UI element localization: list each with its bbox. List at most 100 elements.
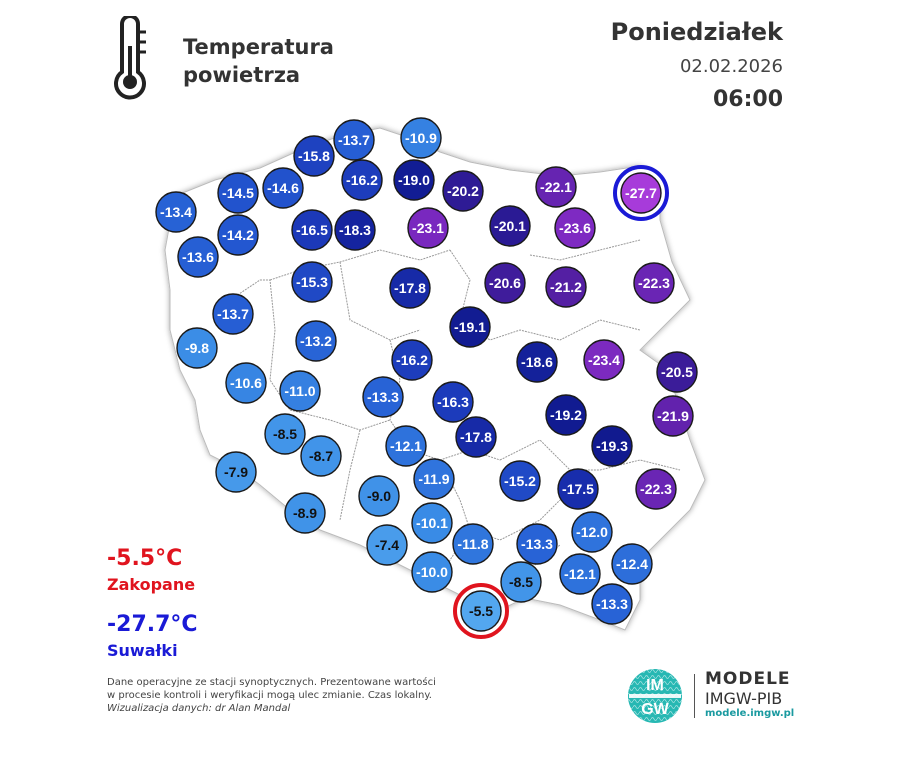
station-marker: -23.1: [407, 207, 449, 249]
station-circle: [611, 543, 653, 585]
station-value: -10.1: [416, 515, 448, 531]
station-circle: [217, 214, 259, 256]
station-circle: [291, 261, 333, 303]
station-circle: [155, 191, 197, 233]
station-circle: [559, 553, 601, 595]
station-marker: -20.6: [484, 262, 526, 304]
station-circle: [554, 207, 596, 249]
station-circle: [535, 166, 577, 208]
station-circle: [583, 339, 625, 381]
station-value: -14.5: [222, 185, 254, 201]
station-circle: [358, 475, 400, 517]
station-marker: -13.3: [591, 583, 633, 625]
station-value: -10.9: [405, 130, 437, 146]
station-circle: [516, 523, 558, 565]
station-value: -20.2: [447, 183, 479, 199]
station-marker: -16.2: [391, 339, 433, 381]
station-marker: -10.0: [411, 551, 453, 593]
station-circle: [293, 135, 335, 177]
station-value: -13.2: [300, 333, 332, 349]
station-marker: -20.2: [442, 170, 484, 212]
station-circle: [591, 583, 633, 625]
station-circle: [484, 262, 526, 304]
footer-line-2: w procesie kontroli i weryfikacji mogą u…: [107, 690, 432, 701]
station-circle: [212, 293, 254, 335]
station-marker: -15.2: [499, 460, 541, 502]
station-value: -27.7: [625, 185, 657, 201]
station-marker: -7.4: [366, 524, 408, 566]
station-value: -23.6: [559, 220, 591, 236]
station-circle: [334, 209, 376, 251]
station-value: -20.5: [661, 364, 693, 380]
station-value: -11.0: [284, 383, 315, 399]
station-value: -11.8: [457, 536, 488, 552]
station-value: -18.3: [339, 222, 371, 238]
station-marker: -12.1: [559, 553, 601, 595]
station-marker: -13.4: [155, 191, 197, 233]
station-marker: -13.7: [333, 119, 375, 161]
station-marker: -11.0: [279, 370, 321, 412]
footer-note: Dane operacyjne ze stacji synoptycznych.…: [107, 676, 527, 715]
station-marker: -22.3: [633, 262, 675, 304]
max-temperature-block: -5.5°C Zakopane: [107, 546, 195, 594]
station-marker: -20.5: [656, 351, 698, 393]
station-value: -12.1: [564, 566, 596, 582]
station-circle: [620, 172, 662, 214]
station-circle: [449, 306, 491, 348]
station-marker: -13.3: [362, 376, 404, 418]
station-value: -10.0: [416, 564, 448, 580]
station-marker: -19.0: [393, 159, 435, 201]
station-marker: -15.8: [293, 135, 335, 177]
station-circle: [284, 492, 326, 534]
logo-text: MODELE IMGW-PIB modele.imgw.pl: [705, 669, 794, 719]
logo-name: MODELE: [705, 669, 791, 689]
station-circle: [391, 339, 433, 381]
station-circle: [413, 458, 455, 500]
station-value: -11.9: [418, 471, 449, 487]
station-value: -20.1: [494, 218, 526, 234]
station-value: -22.1: [540, 179, 572, 195]
title-line-1: Temperatura: [183, 35, 334, 59]
station-value: -8.7: [309, 448, 333, 464]
station-marker: -9.0: [358, 475, 400, 517]
station-marker: -14.2: [217, 214, 259, 256]
station-circle: [545, 266, 587, 308]
min-temperature-block: -27.7°C Suwałki: [107, 612, 198, 660]
logo-org: IMGW-PIB: [705, 689, 783, 708]
station-marker: -23.4: [583, 339, 625, 381]
station-marker: -8.5: [264, 413, 306, 455]
station-marker: -18.3: [334, 209, 376, 251]
station-circle: [176, 327, 218, 369]
logo-mark-bottom: GW: [641, 701, 669, 718]
station-circle: [366, 524, 408, 566]
imgw-logo: IM GW: [627, 668, 687, 728]
station-marker: -19.2: [545, 394, 587, 436]
station-value: -13.3: [596, 596, 628, 612]
station-circle: [500, 561, 542, 603]
station-circle: [389, 267, 431, 309]
station-marker: -9.8: [176, 327, 218, 369]
station-circle: [341, 159, 383, 201]
station-value: -16.3: [437, 394, 469, 410]
station-marker: -13.3: [516, 523, 558, 565]
logo-url[interactable]: modele.imgw.pl: [705, 708, 795, 719]
station-value: -20.6: [489, 275, 521, 291]
min-temperature-city: Suwałki: [107, 641, 178, 660]
station-circle: [460, 590, 502, 632]
station-value: -8.5: [273, 426, 297, 442]
station-circle: [591, 425, 633, 467]
station-marker: -17.8: [455, 416, 497, 458]
station-value: -23.1: [412, 220, 444, 236]
station-value: -22.3: [640, 481, 672, 497]
station-value: -16.5: [296, 222, 328, 238]
station-circle: [262, 167, 304, 209]
station-value: -21.9: [657, 408, 689, 424]
station-marker: -20.1: [489, 205, 531, 247]
station-marker: -18.6: [516, 341, 558, 383]
station-circle: [545, 394, 587, 436]
station-value: -22.3: [638, 275, 670, 291]
station-value: -19.0: [398, 172, 430, 188]
station-circle: [225, 362, 267, 404]
date-block: Poniedziałek 02.02.2026 06:00: [611, 18, 783, 112]
